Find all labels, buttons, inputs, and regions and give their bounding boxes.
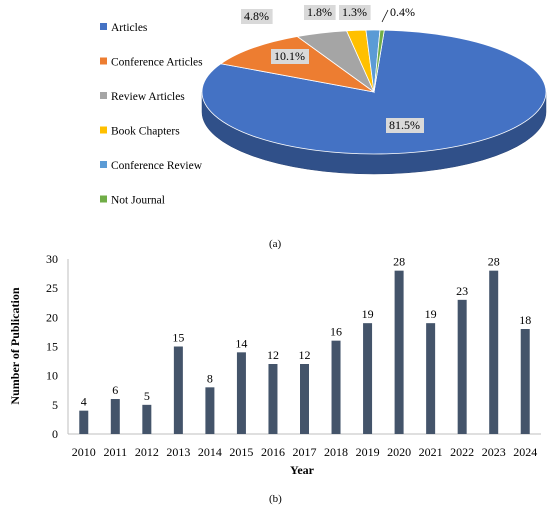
bar-2019: [363, 323, 373, 434]
pie-label-box-not-journal: [387, 5, 419, 20]
pie-label-box-review-articles: [241, 9, 273, 24]
legend-swatch-not-journal: [100, 195, 107, 203]
pie-slice-not-journal: [373, 29, 385, 93]
bar-2024: [520, 329, 530, 434]
bar-2020: [394, 270, 404, 434]
caption-a: (a): [269, 238, 282, 250]
x-tick-label-2023: 2023: [482, 445, 506, 459]
y-tick-label: 20: [46, 310, 58, 324]
bar-data-label-2016: 12: [267, 348, 279, 362]
bar-2012: [142, 404, 152, 434]
pie-data-label-conference-articles: 10.1%: [274, 49, 305, 63]
x-tick-label-2017: 2017: [293, 445, 317, 459]
pie-leader-line: [381, 9, 389, 23]
legend-swatch-review-articles: [100, 92, 107, 99]
bar-data-label-2021: 19: [425, 307, 437, 321]
pie-data-label-not-journal: 0.4%: [390, 5, 415, 19]
y-tick-label: 0: [52, 427, 58, 441]
pie-label-box-book-chapters: [304, 5, 336, 20]
y-tick-label: 15: [46, 340, 58, 354]
pie-data-label-conference-review: 1.3%: [342, 5, 367, 19]
bar-data-label-2010: 4: [81, 395, 87, 409]
bar-2021: [426, 323, 436, 434]
pie-label-box-conference-review: [339, 5, 371, 20]
bar-data-label-2013: 15: [172, 331, 184, 345]
bar-data-label-2017: 12: [299, 348, 311, 362]
legend-swatch-articles: [100, 23, 107, 30]
bar-2023: [489, 270, 499, 434]
bar-2013: [173, 346, 183, 434]
bar-data-label-2014: 8: [207, 371, 213, 385]
bar-2014: [205, 387, 215, 434]
y-axis-label: Number of Publication: [8, 287, 22, 404]
y-tick-label: 10: [46, 369, 58, 383]
bar-data-label-2023: 28: [488, 255, 500, 269]
pie-data-label-review-articles: 4.8%: [244, 9, 269, 23]
x-tick-label-2010: 2010: [72, 445, 96, 459]
legend-label-review-articles: Review Articles: [111, 91, 185, 103]
bar-data-label-2012: 5: [144, 389, 150, 403]
bar-chart: Number of Publication Year 0 5 10 15 20 25 30 4…: [8, 252, 541, 477]
x-tick-label-2019: 2019: [356, 445, 380, 459]
bar-data-label-2022: 23: [456, 284, 468, 298]
legend-label-conference-articles: Conference Articles: [111, 57, 203, 69]
bar-2010: [79, 410, 89, 434]
legend-label-conference-review: Conference Review: [111, 160, 203, 172]
bar-data-label-2011: 6: [112, 383, 118, 397]
legend-label-book-chapters: Book Chapters: [111, 126, 180, 138]
y-tick-label: 25: [46, 281, 58, 295]
x-tick-label-2012: 2012: [135, 445, 159, 459]
bar-2017: [300, 364, 309, 434]
legend-swatch-conference-review: [100, 161, 107, 168]
bar-data-label-2015: 14: [235, 336, 247, 350]
bar-2015: [236, 352, 246, 434]
bar-2022: [457, 299, 467, 434]
x-tick-label-2024: 2024: [513, 445, 537, 459]
legend-swatch-conference-articles: [100, 57, 107, 65]
pie-chart: 81.5% 10.1% 4.8% 1.8% 1.3% 0.4%: [201, 5, 547, 175]
bar-data-label-2018: 16: [330, 325, 342, 339]
x-tick-label-2018: 2018: [324, 445, 348, 459]
bar-data-label-2019: 19: [362, 307, 374, 321]
x-tick-label-2011: 2011: [104, 445, 128, 459]
pie-data-label-book-chapters: 1.8%: [307, 5, 332, 19]
y-tick-label: 30: [46, 252, 58, 266]
bar-2018: [331, 340, 341, 434]
x-tick-label-2015: 2015: [229, 445, 253, 459]
bar-data-label-2020: 28: [393, 255, 405, 269]
bar-data-label-2024: 18: [519, 313, 531, 327]
pie-label-box-conference-articles: [271, 49, 309, 64]
x-tick-label-2020: 2020: [387, 445, 411, 459]
x-axis-label: Year: [290, 463, 315, 477]
pie-legend: Articles Conference Articles Review Articl…: [100, 22, 203, 207]
x-tick-label-2013: 2013: [166, 445, 190, 459]
caption-b: (b): [269, 493, 282, 505]
x-tick-label-2016: 2016: [261, 445, 285, 459]
legend-label-not-journal: Not Journal: [111, 195, 165, 207]
x-tick-label-2022: 2022: [450, 445, 474, 459]
y-tick-label: 5: [52, 398, 58, 412]
pie-label-box-articles: [386, 118, 424, 133]
legend-swatch-book-chapters: [100, 126, 107, 134]
bar-2016: [268, 364, 278, 434]
x-tick-label-2021: 2021: [419, 445, 443, 459]
x-tick-label-2014: 2014: [198, 445, 222, 459]
legend-label-articles: Articles: [111, 22, 148, 34]
pie-slice-conference-articles: [219, 36, 375, 93]
pie-data-label-articles: 81.5%: [389, 118, 420, 132]
bar-2011: [110, 399, 120, 434]
